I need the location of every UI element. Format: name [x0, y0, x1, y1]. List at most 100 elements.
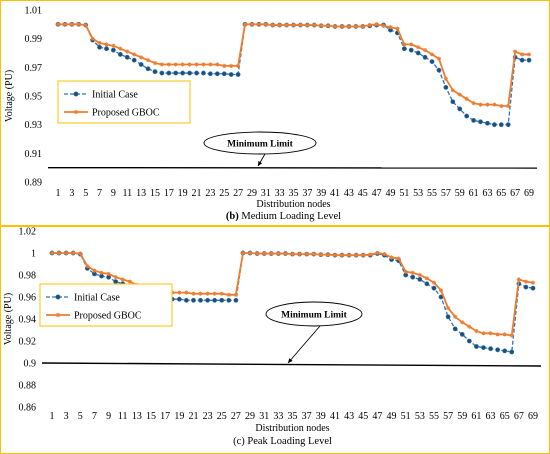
- proposed-gboc-point: [346, 24, 352, 29]
- proposed-gboc-point: [83, 22, 88, 28]
- proposed-gboc-point: [255, 251, 260, 256]
- proposed-gboc-point: [474, 329, 479, 334]
- x-tick-label: 25: [219, 188, 229, 199]
- x-tick-label: 9: [106, 411, 111, 422]
- legend-proposed-label: Proposed GBOC: [92, 108, 160, 119]
- x-tick-label: 47: [372, 188, 382, 199]
- proposed-gboc-point: [332, 253, 338, 258]
- proposed-gboc-point: [127, 279, 132, 284]
- proposed-gboc-point: [417, 272, 422, 278]
- proposed-gboc-point: [332, 24, 338, 29]
- y-tick-label: 0.88: [19, 381, 37, 392]
- x-tick-label: 21: [188, 411, 198, 422]
- proposed-gboc-point: [64, 250, 69, 256]
- x-tick-label: 41: [330, 188, 340, 199]
- proposed-gboc-point: [240, 250, 246, 256]
- proposed-gboc-point: [467, 324, 472, 329]
- y-axis-label: Voltage (PU): [3, 293, 14, 345]
- proposed-gboc-point: [436, 56, 442, 61]
- initial-case-point: [183, 297, 189, 303]
- proposed-gboc-point: [145, 58, 151, 63]
- initial-case-point: [488, 346, 493, 352]
- proposed-gboc-point: [92, 268, 97, 273]
- annotation-ellipse: [203, 131, 317, 155]
- x-tick-label: 37: [302, 188, 312, 199]
- proposed-gboc-point: [509, 333, 514, 338]
- annotation-minimum-limit: Minimum Limit: [227, 140, 294, 150]
- x-tick-label: 69: [524, 188, 534, 199]
- y-tick-label: 0.98: [19, 271, 37, 282]
- proposed-gboc-point: [368, 252, 373, 257]
- x-tick-label: 37: [302, 411, 312, 422]
- proposed-gboc-point: [187, 62, 192, 67]
- y-tick-label: 1: [31, 249, 36, 260]
- x-axis-label: Distribution nodes: [255, 423, 329, 434]
- proposed-gboc-point: [270, 22, 275, 28]
- proposed-gboc-point: [291, 22, 296, 28]
- proposed-gboc-point: [382, 252, 387, 257]
- initial-case-point: [431, 285, 437, 291]
- initial-case-point: [410, 274, 416, 280]
- initial-case-point: [226, 297, 232, 303]
- annotation-arrowhead: [288, 358, 293, 363]
- initial-case-point: [159, 70, 165, 76]
- x-tick-label: 25: [217, 411, 227, 422]
- x-tick-label: 57: [443, 411, 453, 422]
- x-tick-label: 35: [288, 411, 298, 422]
- legend-initial-marker: [55, 294, 61, 300]
- x-tick-label: 69: [528, 411, 538, 422]
- legend-initial-marker: [73, 91, 79, 97]
- proposed-gboc-point: [361, 253, 366, 258]
- proposed-gboc-point: [396, 256, 401, 261]
- proposed-gboc-point: [276, 251, 281, 256]
- proposed-gboc-point: [530, 280, 536, 285]
- proposed-gboc-point: [125, 49, 130, 54]
- proposed-gboc-point: [215, 62, 220, 67]
- x-tick-label: 49: [385, 188, 395, 199]
- proposed-gboc-point: [120, 277, 125, 282]
- x-tick-label: 65: [496, 188, 506, 199]
- initial-case-point: [498, 122, 504, 128]
- x-tick-label: 13: [132, 411, 142, 422]
- proposed-gboc-point: [111, 43, 116, 48]
- x-tick-label: 53: [415, 411, 425, 422]
- proposed-gboc-point: [410, 270, 415, 275]
- initial-case-point: [417, 276, 423, 282]
- initial-case-point: [228, 72, 234, 77]
- y-tick-label: 0.95: [25, 92, 43, 103]
- initial-case-point: [187, 70, 193, 76]
- x-tick-label: 45: [358, 188, 368, 199]
- x-tick-label: 15: [150, 188, 160, 199]
- x-tick-label: 3: [69, 188, 74, 199]
- initial-case-point: [502, 348, 508, 354]
- proposed-gboc-point: [242, 22, 248, 27]
- proposed-gboc-point: [139, 55, 144, 60]
- x-tick-label: 7: [97, 188, 102, 199]
- proposed-gboc-point: [416, 45, 421, 50]
- x-tick-label: 5: [78, 411, 83, 422]
- proposed-gboc-point: [277, 22, 282, 28]
- proposed-gboc-point: [99, 270, 104, 275]
- proposed-gboc-point: [173, 62, 178, 67]
- x-tick-label: 9: [111, 188, 116, 199]
- x-tick-label: 67: [514, 411, 524, 422]
- annotation-ellipse: [265, 301, 363, 327]
- proposed-gboc-point: [284, 22, 289, 28]
- proposed-gboc-point: [446, 305, 451, 311]
- x-tick-label: 47: [372, 411, 382, 422]
- initial-case-point: [408, 47, 414, 53]
- proposed-gboc-point: [49, 250, 55, 256]
- proposed-gboc-point: [159, 62, 164, 67]
- proposed-gboc-point: [263, 22, 268, 27]
- annotation-minimum-limit: Minimum Limit: [281, 311, 348, 321]
- proposed-gboc-point: [90, 36, 95, 41]
- x-tick-label: 17: [164, 188, 174, 199]
- x-tick-label: 13: [136, 188, 146, 199]
- proposed-gboc-point: [55, 22, 61, 27]
- y-axis-label: Voltage (PU): [4, 70, 15, 122]
- proposed-gboc-point: [269, 251, 274, 256]
- proposed-gboc-point: [56, 250, 62, 256]
- x-tick-label: 29: [247, 188, 257, 199]
- initial-case-point: [166, 70, 172, 76]
